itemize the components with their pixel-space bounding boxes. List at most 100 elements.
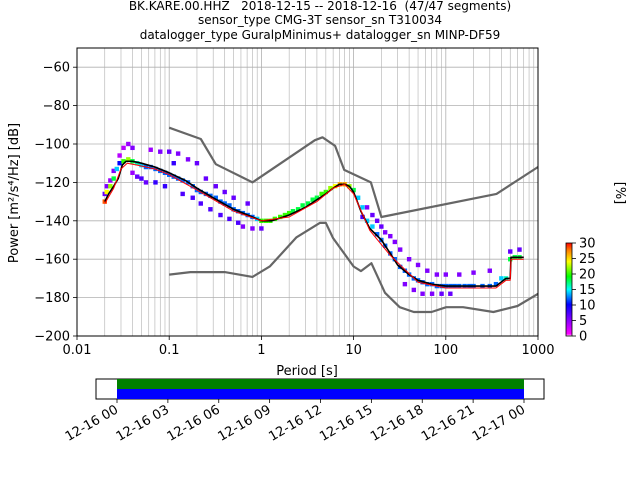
histogram-cell	[360, 205, 365, 210]
histogram-cell	[314, 195, 320, 200]
colorbar-tick-label: 20	[579, 268, 596, 283]
histogram-cell	[364, 205, 370, 210]
histogram-cell	[121, 159, 126, 164]
histogram-cell	[222, 189, 227, 195]
series-line-mean	[104, 160, 524, 287]
plot-frame	[76, 47, 539, 337]
histogram-cell	[300, 203, 305, 208]
series-line-mode	[104, 162, 524, 289]
histogram-cell	[135, 174, 140, 179]
histogram-cell	[198, 201, 203, 206]
y-axis-ticks: −60 −80 −100 −120 −140 −160 −180 −200	[34, 61, 77, 345]
histogram-cell	[143, 180, 149, 185]
histogram-cell	[420, 291, 425, 296]
histogram-cell	[250, 226, 255, 231]
y-tick-label: −180	[34, 291, 70, 306]
histogram-cell	[203, 176, 209, 181]
title-line-1: BK.KARE.00.HHZ 2018-12-15 -- 2018-12-16 …	[128, 0, 512, 13]
histogram-cell	[162, 184, 168, 189]
histogram-cell	[319, 191, 324, 197]
timeline-tick-label: 12-16 03	[114, 402, 172, 444]
histogram-cell	[415, 262, 421, 268]
histogram-cell	[259, 226, 264, 231]
histogram-cell	[278, 214, 283, 220]
histogram-cell	[171, 161, 176, 166]
y-tick-label: −140	[34, 214, 70, 229]
x-axis-ticks: 0.01 0.1 1 10 100 1000	[63, 336, 555, 358]
histogram-cell	[213, 184, 218, 189]
histogram-cell	[117, 161, 122, 166]
histogram-cell	[190, 195, 195, 200]
histogram-cell	[305, 201, 311, 206]
histogram-cell	[175, 176, 181, 181]
histogram-cell	[282, 212, 288, 218]
histogram-cell	[158, 149, 163, 154]
histogram-cell	[360, 214, 365, 220]
histogram-cell	[108, 184, 113, 189]
histogram-cell	[208, 207, 213, 212]
histogram-cell	[374, 232, 380, 237]
y-tick-label: −60	[43, 61, 70, 76]
y-tick-label: −80	[43, 99, 70, 114]
histogram-cell	[111, 168, 116, 174]
histogram-cell	[104, 189, 109, 195]
histogram-cell	[117, 153, 122, 158]
histogram-cell	[148, 147, 153, 152]
histogram-cell	[290, 209, 296, 214]
histogram-cell	[411, 287, 417, 293]
x-tick-label: 1	[257, 343, 265, 358]
timeline-tick-label: 12-16 09	[216, 402, 274, 444]
histogram-cell	[392, 239, 398, 245]
histogram-cell	[180, 178, 185, 183]
histogram-cell	[471, 270, 476, 275]
histogram-cell	[111, 176, 116, 181]
histogram-cell	[355, 195, 361, 200]
series-line-nhnm	[168, 126, 538, 219]
x-tick-label: 1000	[521, 343, 554, 358]
histogram-cell	[148, 164, 153, 170]
colorbar-tick-label: 25	[579, 252, 596, 267]
histogram-cell	[388, 233, 393, 239]
histogram-cell	[114, 166, 119, 172]
histogram-cell	[130, 145, 135, 151]
x-tick-label: 100	[433, 343, 458, 358]
histogram-cell	[499, 276, 504, 281]
y-tick-label: −200	[34, 330, 70, 345]
histogram-cell	[370, 212, 375, 218]
timeline-tick-label: 12-17 00	[470, 402, 528, 444]
histogram-cell	[448, 291, 453, 296]
histogram-cell	[439, 291, 444, 296]
y-axis-label: Power [m²/s⁴/Hz] [dB]	[7, 123, 22, 263]
histogram-cell	[135, 161, 140, 166]
histogram-cell	[370, 224, 375, 229]
histogram-cell	[328, 185, 333, 191]
histogram-cell	[493, 281, 499, 287]
histogram-cell	[180, 191, 185, 197]
histogram-cell	[406, 257, 412, 262]
timeline-coverage-bar	[117, 379, 524, 389]
series-line-nlnm	[169, 221, 538, 314]
x-tick-label: 0.01	[63, 343, 92, 358]
y-tick-label: −160	[34, 253, 70, 268]
timeline-tick-label: 12-16 06	[165, 402, 223, 444]
colorbar-tick-label: 10	[579, 299, 596, 314]
histogram-cell	[171, 174, 176, 179]
histogram-cell	[245, 201, 250, 206]
timeline-tick-label: 12-16 21	[419, 402, 477, 444]
series-lines	[104, 126, 538, 314]
histogram-cell	[175, 151, 181, 156]
histogram-cell	[508, 249, 513, 254]
histogram-cell	[126, 141, 131, 147]
histogram-cell	[351, 187, 356, 193]
histogram-cell	[185, 157, 191, 162]
timeline-data-bar	[117, 389, 524, 399]
histogram-cell	[108, 178, 113, 183]
histogram-cell	[364, 218, 370, 223]
colorbar-tick-label: 30	[579, 237, 596, 252]
colorbar-tick-label: 15	[579, 283, 596, 298]
histogram-cell	[443, 272, 448, 277]
histogram-cell	[487, 268, 492, 273]
